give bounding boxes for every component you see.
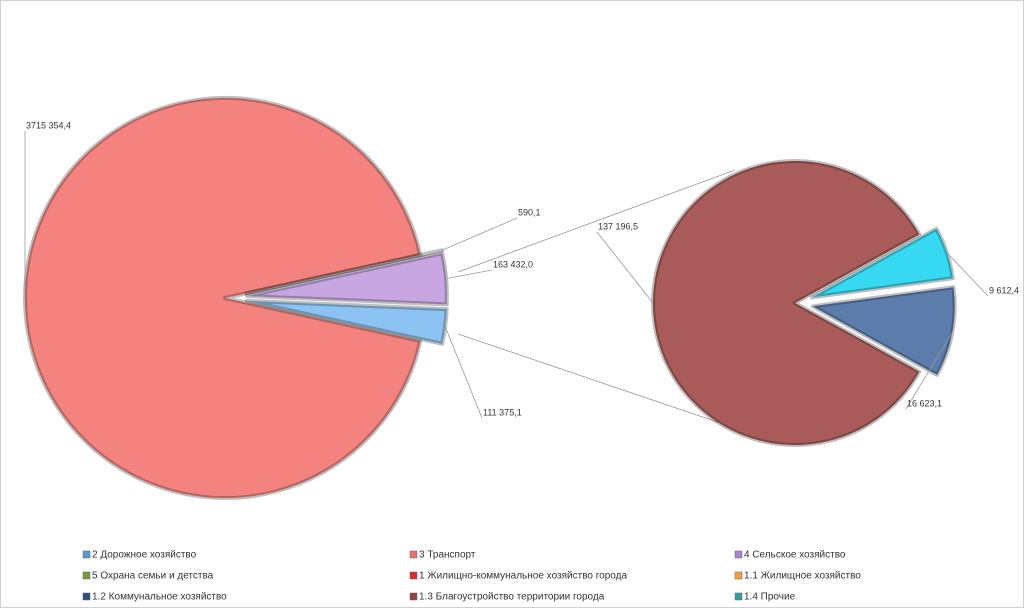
legend-swatch <box>82 571 91 580</box>
legend-label: 1.1 Жилищное хозяйство <box>744 571 861 582</box>
legend-swatch <box>734 571 743 580</box>
leader-line <box>905 332 953 410</box>
leader-line <box>446 269 493 280</box>
legend-label: 4 Сельское хозяйство <box>744 550 846 561</box>
data-label: 111 375,1 <box>483 407 522 417</box>
data-label: 9 612,4 <box>989 285 1019 295</box>
legend-swatch <box>409 592 418 601</box>
data-label: 590,1 <box>518 207 541 217</box>
legend-label: 1.4 Прочие <box>744 592 796 603</box>
data-label: 16 623,1 <box>907 398 942 408</box>
legend-label: 1.2 Коммунальное хозяйство <box>92 592 227 603</box>
legend-swatch <box>82 550 91 559</box>
legend-swatch <box>82 592 91 601</box>
leader-line <box>946 252 989 297</box>
connector-line <box>457 169 736 273</box>
pie-slice <box>244 251 449 307</box>
leader-line <box>444 326 483 419</box>
legend-label: 2 Дорожное хозяйство <box>92 550 197 561</box>
legend-swatch <box>409 550 418 559</box>
leader-line <box>596 231 654 304</box>
pie-slice <box>651 159 922 447</box>
data-label: 163 432,0 <box>493 259 533 269</box>
legend-label: 1 Жилищно-коммунальное хозяйство города <box>419 571 627 582</box>
legend-swatch <box>734 592 743 601</box>
legend-label: 5 Охрана семьи и детства <box>92 571 214 582</box>
data-label: 3715 354,4 <box>26 120 71 130</box>
leader-line <box>441 217 518 251</box>
legend-label: 3 Транспорт <box>419 550 476 561</box>
connector-line <box>457 333 736 429</box>
data-label: 137 196,5 <box>598 221 638 231</box>
legend-label: 1.3 Благоустройство территории города <box>419 592 605 603</box>
pie-slice <box>244 298 449 346</box>
pie-slice <box>810 226 955 300</box>
legend-swatch <box>409 571 418 580</box>
legend-swatch <box>734 550 743 559</box>
